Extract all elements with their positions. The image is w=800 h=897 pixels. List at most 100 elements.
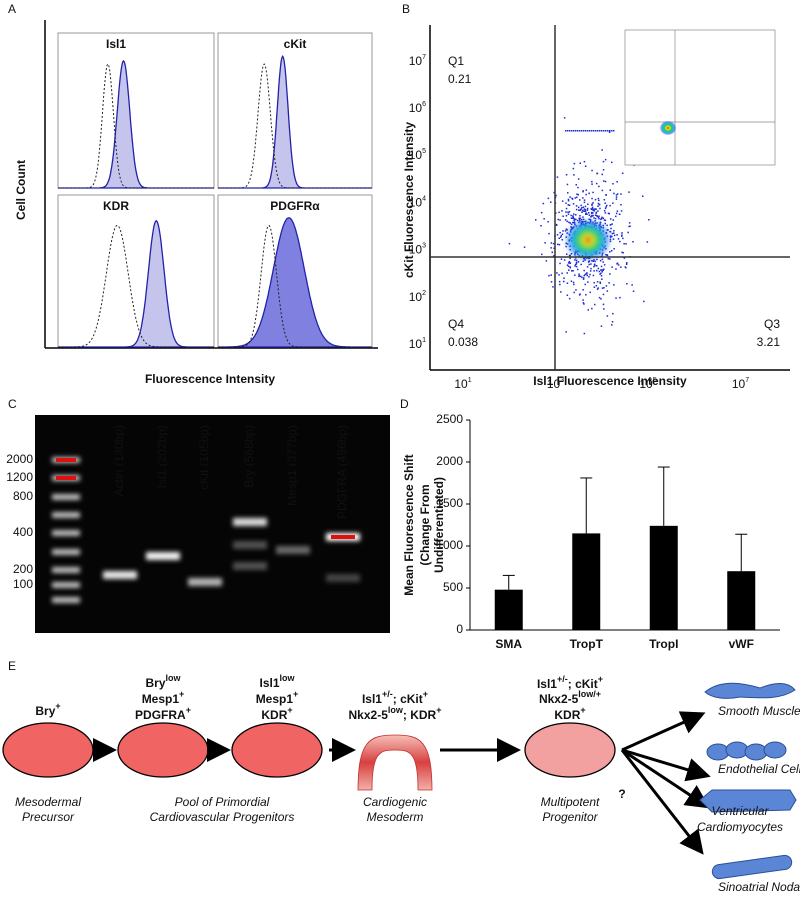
event-dot — [616, 234, 618, 236]
event-dot — [620, 193, 622, 195]
y-tick-label: 2500 — [436, 412, 463, 426]
event-dot — [582, 206, 585, 208]
event-dot — [601, 173, 603, 176]
tick-base: 10 — [409, 290, 423, 304]
ladder-label: 800 — [13, 489, 33, 503]
event-dot — [568, 211, 571, 213]
event-dot — [597, 202, 600, 205]
x-axis-label: Fluorescence Intensity — [145, 372, 275, 386]
event-dot — [591, 212, 593, 215]
event-dot — [577, 178, 580, 180]
endothelial-icon — [725, 741, 749, 759]
event-dot — [577, 130, 579, 132]
gel — [35, 415, 390, 633]
event-dot — [565, 245, 567, 248]
text-run: ; cKit — [393, 692, 423, 706]
cell-type-label: Sinoatrial Nodal Cells — [718, 880, 800, 894]
marker-label: Isl1low — [259, 673, 295, 690]
event-dot — [589, 291, 591, 294]
marker-label: Nkx2-5low; KDR+ — [349, 705, 442, 722]
event-dot — [571, 130, 573, 132]
tick-exponent: 2 — [422, 290, 426, 297]
event-dot — [577, 268, 579, 271]
event-dot — [602, 269, 604, 272]
event-dot — [560, 258, 563, 260]
event-dot — [562, 215, 564, 217]
event-dot — [559, 262, 561, 265]
event-dot — [613, 192, 615, 195]
dna-band — [103, 571, 137, 579]
event-dot — [594, 303, 596, 306]
event-dot — [535, 219, 537, 221]
cell-population — [231, 722, 323, 778]
event-dot — [611, 130, 613, 132]
y-axis-label: Mean Fluorescence Shift — [402, 454, 416, 595]
event-dot — [615, 268, 617, 270]
event-dot — [578, 209, 580, 211]
event-dot — [590, 211, 593, 214]
cell-population — [524, 722, 616, 778]
event-dot — [573, 217, 575, 220]
event-dot — [589, 270, 592, 272]
event-dot — [609, 235, 612, 237]
event-dot — [555, 194, 557, 197]
quadrant-name: Q3 — [764, 317, 780, 331]
event-dot — [609, 204, 611, 207]
event-dot — [585, 294, 587, 296]
event-dot — [601, 271, 603, 273]
group-caption: Cardiovascular Progenitors — [150, 810, 295, 824]
ladder-label: 200 — [13, 562, 33, 576]
event-dot — [604, 212, 607, 214]
event-dot — [601, 149, 603, 151]
y-axis-label: Cell Count — [14, 160, 28, 220]
event-dot — [606, 204, 608, 207]
event-dot — [626, 262, 628, 264]
superscript: + — [287, 705, 292, 715]
ladder-core — [56, 476, 76, 480]
event-dot — [597, 210, 599, 212]
event-dot — [567, 204, 569, 206]
event-dot — [575, 261, 578, 264]
event-dot — [599, 281, 601, 283]
event-dot — [570, 214, 572, 217]
quadrant-value: 0.038 — [448, 335, 478, 349]
event-dot — [574, 259, 576, 261]
event-dot — [613, 284, 615, 286]
event-dot — [584, 259, 586, 261]
event-dot — [624, 266, 627, 268]
event-dot — [567, 262, 570, 264]
event-dot — [609, 189, 611, 191]
event-dot — [559, 283, 561, 286]
ladder-band — [52, 582, 80, 588]
y-tick-label: 500 — [443, 580, 463, 594]
node-caption: Cardiogenic — [363, 795, 427, 809]
superscript: +/- — [382, 689, 393, 699]
event-dot — [583, 269, 585, 272]
tick-exponent: 7 — [745, 377, 749, 384]
tick-base: 10 — [409, 243, 423, 257]
histogram-control — [218, 63, 372, 189]
event-dot — [620, 210, 623, 212]
event-dot — [566, 253, 568, 255]
text-run: Mesp1 — [256, 692, 294, 706]
event-dot — [575, 263, 578, 265]
event-dot — [556, 176, 559, 178]
event-dot — [565, 202, 567, 204]
event-dot — [591, 260, 593, 262]
event-dot — [603, 264, 606, 266]
event-dot — [646, 241, 649, 243]
event-dot — [569, 257, 571, 260]
ladder-label: 2000 — [6, 452, 33, 466]
event-dot — [609, 273, 611, 275]
event-dot — [593, 286, 596, 288]
event-dot — [572, 215, 574, 217]
text-run: KDR — [554, 708, 580, 722]
event-dot — [568, 221, 570, 224]
event-dot — [603, 287, 605, 289]
event-dot — [620, 204, 622, 206]
event-dot — [598, 270, 601, 273]
ladder-band — [52, 512, 80, 518]
event-dot — [609, 258, 611, 260]
event-dot — [565, 211, 567, 213]
event-dot — [599, 282, 602, 284]
